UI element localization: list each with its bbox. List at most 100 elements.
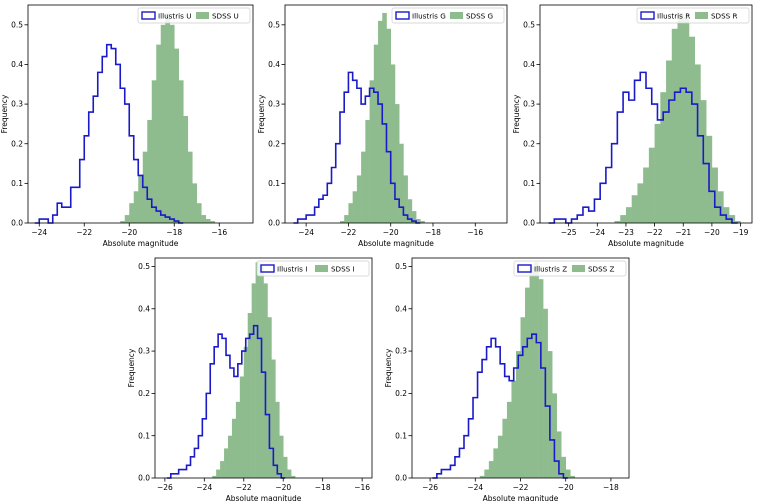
sdss-bar	[734, 221, 741, 223]
legend: Illustris U SDSS U	[137, 7, 251, 24]
sdss-bar	[538, 279, 544, 478]
legend-swatch-sdss	[315, 265, 328, 272]
legend-label-illustris: Illustris U	[158, 12, 191, 21]
x-tick-label: −16	[467, 228, 483, 237]
chart-panel-i: −26 −24 −22 −20 −18 −16 0.0 0.1 0.2 0.3 0.4 0.5 Abso…	[127, 257, 373, 501]
sdss-bar	[694, 64, 701, 223]
sdss-bar	[348, 203, 353, 223]
x-tick-label: −18	[603, 483, 619, 492]
x-tick-label: −22	[513, 483, 529, 492]
legend-swatch-illustris	[395, 11, 410, 20]
x-tick-label: −22	[236, 483, 252, 492]
x-axis-label: Absolute magnitude	[358, 239, 434, 248]
x-tick-label: −20	[558, 483, 574, 492]
y-tick-label: 0.1	[523, 179, 535, 188]
sdss-bar	[361, 151, 366, 223]
y-tick-label: 0.3	[11, 100, 23, 109]
legend-label-illustris: Illustris I	[277, 265, 307, 274]
y-tick-label: 0.5	[395, 262, 407, 271]
plot-frame	[27, 4, 254, 224]
illustris-step-line	[432, 333, 568, 479]
y-tick-label: 0.2	[395, 389, 407, 398]
y-tick-label: 0.3	[268, 100, 280, 109]
y-tick-label: 0.4	[138, 304, 150, 313]
y-tick-label: 0.1	[11, 179, 23, 188]
legend-box	[391, 7, 505, 24]
x-axis-label: Absolute magnitude	[103, 239, 179, 248]
y-tick-label: 0.0	[395, 474, 407, 483]
sdss-bar	[267, 317, 272, 478]
sdss-bar	[369, 80, 375, 223]
legend-swatch-illustris	[260, 264, 275, 273]
sdss-bar	[120, 221, 126, 223]
chart-panel-r: −25 −24 −23 −22 −21 −20 −19 0.0 0.1 0.2 0.3 0.4 0.5 A…	[512, 4, 753, 248]
sdss-bar	[660, 92, 667, 223]
y-tick-label: 0.5	[268, 20, 280, 29]
sdss-bar	[352, 191, 358, 223]
illustris-step-line	[293, 71, 421, 224]
sdss-bar	[231, 418, 237, 478]
sdss-bar	[631, 195, 638, 223]
y-tick-label: 0.3	[395, 347, 407, 356]
y-axis-label: Frequency	[512, 94, 521, 133]
legend-swatch-sdss	[695, 12, 708, 19]
sdss-bar	[287, 469, 292, 478]
sdss-bar	[688, 36, 695, 224]
sdss-bar	[183, 115, 189, 223]
sdss-bar	[511, 380, 517, 478]
sdss-bar	[271, 359, 276, 478]
sdss-bar	[169, 24, 175, 223]
x-tick-label: −24	[298, 228, 314, 237]
sdss-bar	[279, 435, 284, 478]
sdss-bar	[365, 119, 370, 223]
sdss-bar	[124, 215, 130, 223]
x-tick-label: −20	[704, 228, 720, 237]
sdss-bar	[138, 175, 144, 223]
sdss-bar	[493, 448, 499, 478]
y-tick-label: 0.2	[138, 389, 150, 398]
chart-panel-u: −24 −22 −20 −18 −16 0.0 0.1 0.2 0.3 0.4 0.5 Absolut…	[0, 4, 254, 248]
sdss-bar	[239, 376, 245, 478]
sdss-bar	[147, 119, 153, 223]
sdss-bar	[356, 175, 362, 223]
sdss-bar	[399, 143, 404, 223]
y-axis-label: Frequency	[0, 94, 9, 133]
sdss-bar	[683, 16, 690, 223]
y-tick-label: 0.3	[523, 100, 535, 109]
y-tick-label: 0.5	[523, 20, 535, 29]
sdss-bar	[165, 12, 171, 224]
x-tick-label: −20	[275, 483, 291, 492]
x-axis-label: Absolute magnitude	[608, 239, 684, 248]
sdss-bar	[235, 401, 241, 478]
sdss-bar	[227, 435, 233, 478]
sdss-bar	[216, 469, 221, 478]
sdss-bar	[552, 393, 557, 478]
sdss-bar	[520, 317, 526, 478]
plot-frame	[539, 4, 753, 224]
sdss-bar	[570, 475, 576, 478]
legend: Illustris Z SDSS Z	[513, 260, 627, 277]
x-tick-label: −16	[211, 228, 227, 237]
sdss-bar	[529, 266, 535, 478]
x-tick-label: −18	[425, 228, 441, 237]
sdss-bar	[339, 221, 345, 223]
sdss-bar	[160, 24, 166, 223]
x-tick-label: −24	[589, 228, 605, 237]
legend-label-illustris: Illustris R	[657, 12, 690, 21]
x-tick-label: −25	[561, 228, 577, 237]
sdss-bar	[174, 48, 180, 223]
x-tick-label: −24	[196, 483, 212, 492]
legend-box	[513, 260, 627, 277]
y-tick-label: 0.5	[138, 262, 150, 271]
legend-label-sdss: SDSS U	[212, 12, 239, 21]
sdss-bar	[178, 80, 184, 223]
y-tick-label: 0.1	[395, 431, 407, 440]
y-tick-label: 0.5	[11, 20, 23, 29]
sdss-bar	[488, 461, 494, 478]
sdss-bar	[565, 469, 571, 478]
sdss-bar	[386, 28, 392, 224]
sdss-bar	[515, 351, 521, 478]
y-tick-label: 0.0	[11, 219, 23, 228]
y-axis-label: Frequency	[384, 348, 393, 387]
